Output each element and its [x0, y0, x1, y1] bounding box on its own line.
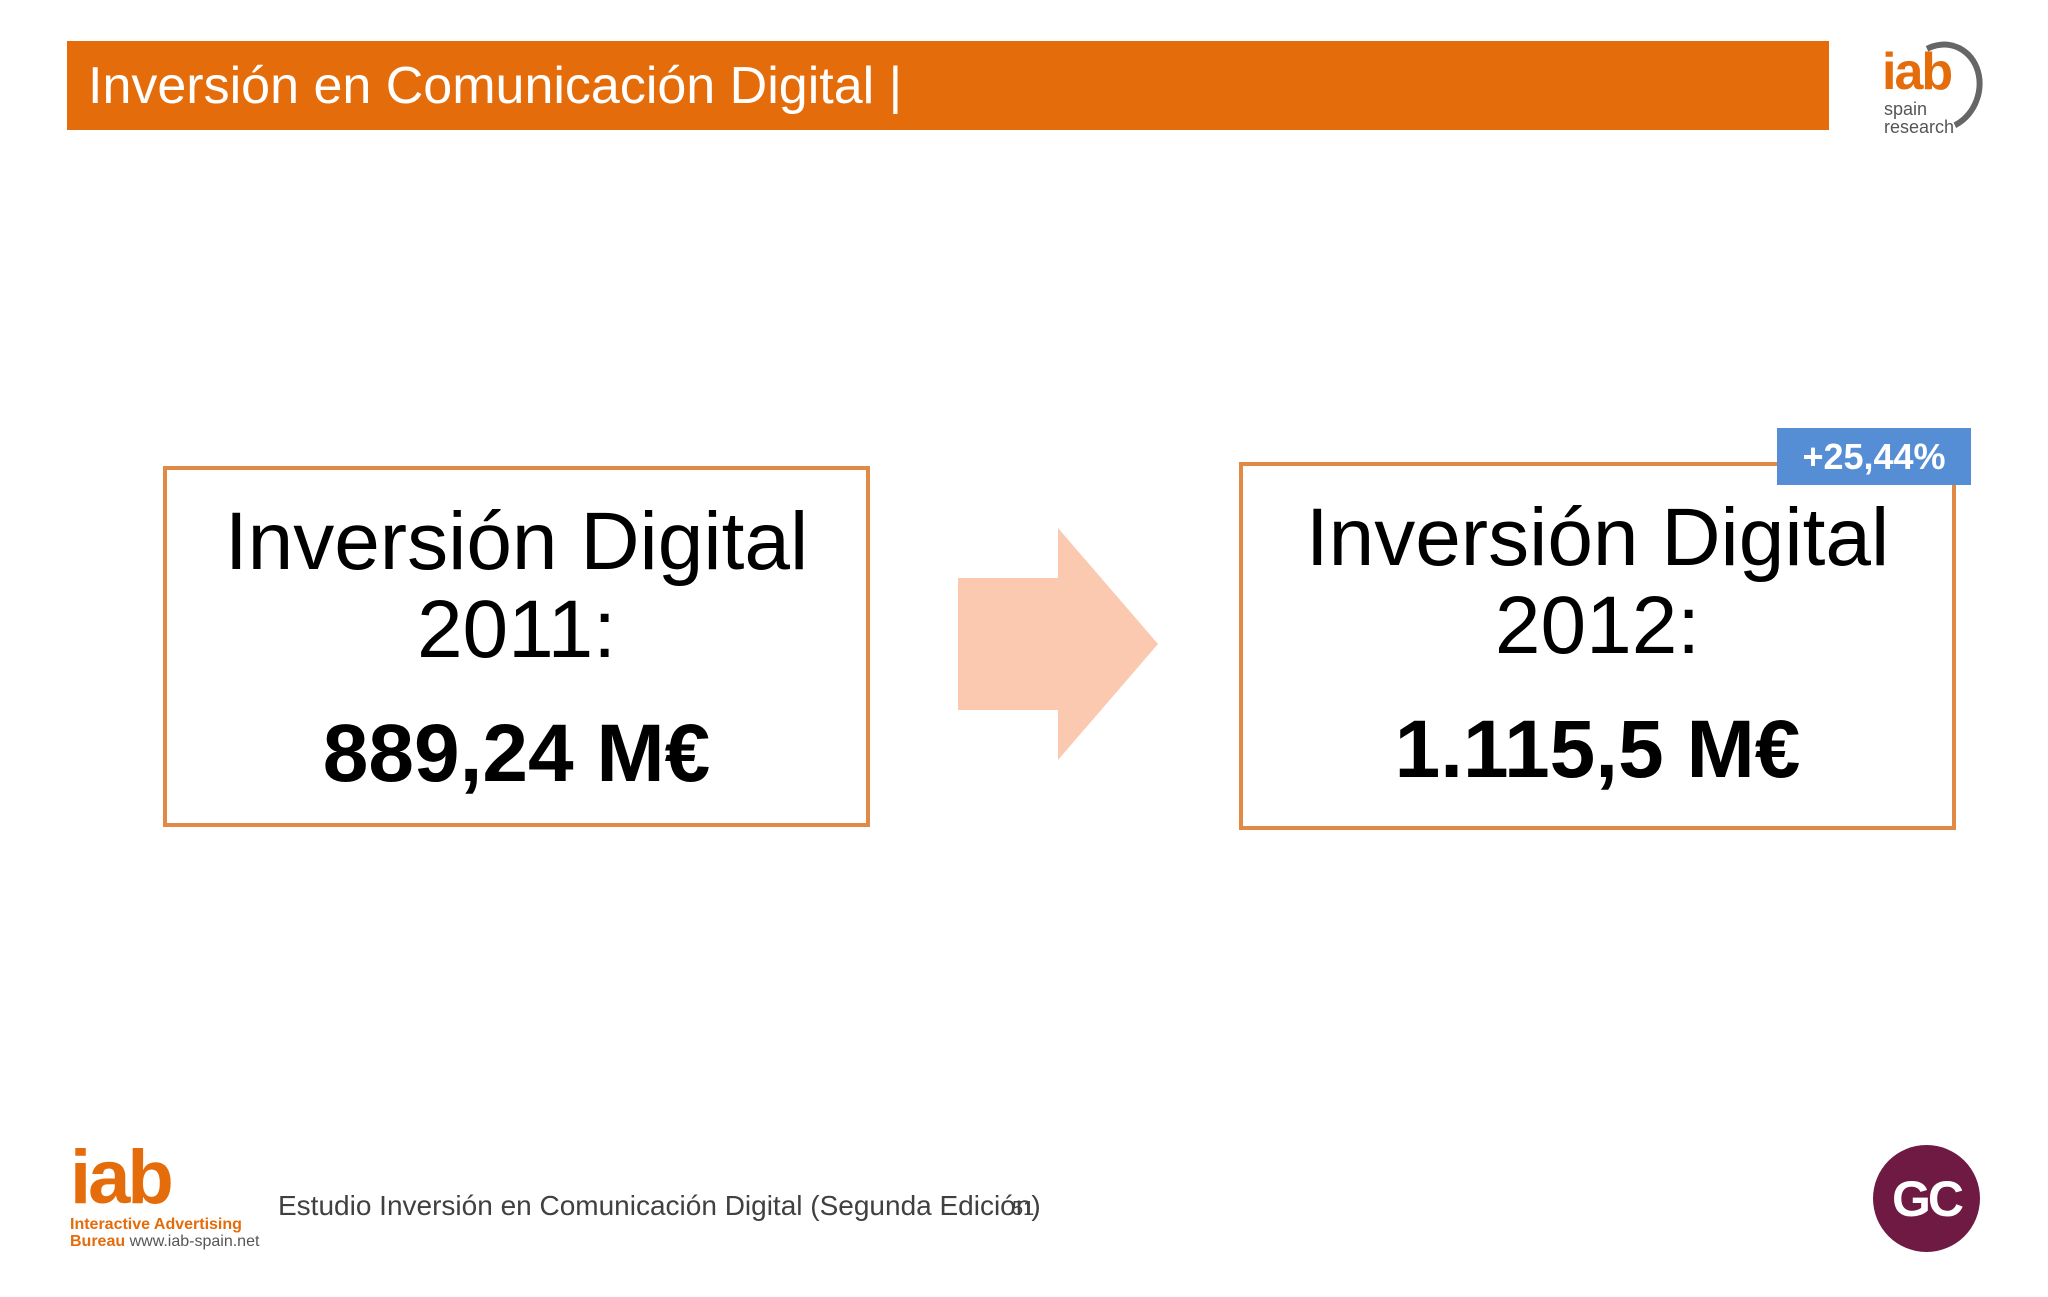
title-bar: Inversión en Comunicación Digital | — [67, 41, 1829, 130]
label-line1: Inversión Digital — [1305, 492, 1890, 583]
investment-label-2012: Inversión Digital 2012: — [1243, 494, 1952, 670]
label-line1: Inversión Digital — [224, 496, 809, 587]
footer-logo-brand: iab — [70, 1135, 174, 1220]
footer-logo-line2: Bureau www.iab-spain.net — [70, 1233, 290, 1250]
iab-spain-research-logo: iab spain research — [1880, 29, 1996, 145]
investment-amount-2011: 889,24 M€ — [322, 708, 711, 799]
investment-box-2012: Inversión Digital 2012: 1.115,5 M€ — [1239, 462, 1956, 830]
footer-text: Estudio Inversión en Comunicación Digita… — [278, 1190, 1041, 1221]
footer-logo-url: www.iab-spain.net — [129, 1233, 260, 1250]
iab-footer-logo: iab Interactive Advertising Bureau www.i… — [70, 1140, 290, 1260]
label-line2: 2011: — [416, 584, 617, 675]
page-title: Inversión en Comunicación Digital | — [88, 56, 903, 115]
investment-box-2011: Inversión Digital 2011: 889,24 M€ — [163, 466, 870, 827]
logo-line2: research — [1884, 117, 1955, 137]
investment-label-2011: Inversión Digital 2011: — [167, 498, 866, 674]
page-number: 51 — [1012, 1198, 1035, 1220]
label-line2: 2012: — [1494, 580, 1701, 671]
growth-badge: +25,44% — [1777, 428, 1971, 485]
right-arrow-icon — [958, 528, 1158, 760]
logo-brand: iab — [1882, 43, 1953, 101]
footer-logo-bureau: Bureau — [70, 1233, 126, 1250]
gc-badge: GC — [1873, 1145, 1980, 1252]
footer-logo-line1: Interactive Advertising — [70, 1216, 242, 1233]
investment-amount-2012: 1.115,5 M€ — [1394, 704, 1801, 795]
logo-line1: spain — [1884, 99, 1928, 119]
